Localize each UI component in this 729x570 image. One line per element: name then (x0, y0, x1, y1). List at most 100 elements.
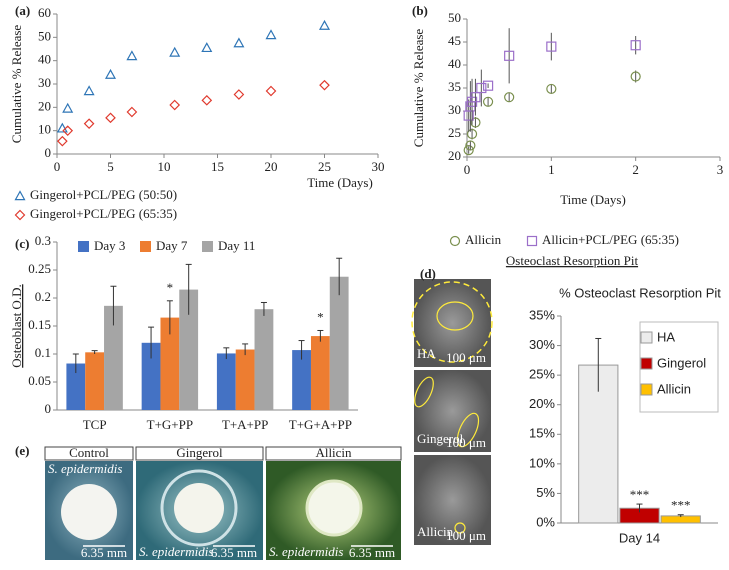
y-tick-label: 20 (448, 148, 461, 163)
marker (526, 235, 538, 247)
legend-label: HA (657, 329, 675, 344)
panel-label: (a) (15, 3, 30, 18)
marker (14, 209, 26, 221)
marker (319, 79, 330, 91)
image-label: Gingerol (417, 431, 464, 446)
x-tick-label: 0 (54, 159, 61, 174)
image-label: Allicin (417, 524, 454, 539)
bar (310, 336, 330, 410)
y-tick-label: 0.25 (28, 261, 51, 276)
legend-label: Gingerol (657, 355, 706, 370)
marker (126, 50, 138, 61)
legend-swatch (202, 241, 213, 252)
legend-box (639, 321, 719, 413)
x-tick-label: 30 (372, 159, 385, 174)
y-tick-label: 30% (529, 337, 555, 352)
marker (233, 37, 245, 48)
marker (318, 19, 331, 30)
x-tick-label: T+A+PP (222, 417, 268, 432)
marker (546, 83, 557, 95)
header: Osteoclast Resorption Pit (506, 253, 639, 268)
y-tick-label: 25% (529, 367, 555, 382)
organism-label: S. epidermidis (139, 544, 213, 559)
x-tick-label: 0 (464, 162, 471, 177)
marker (630, 40, 641, 51)
marker (201, 94, 213, 106)
marker (62, 125, 74, 137)
bar (160, 317, 180, 410)
scale-label: 6.35 mm (81, 545, 127, 560)
marker (56, 122, 68, 133)
marker (476, 82, 487, 94)
y-tick-label: 25 (448, 125, 461, 140)
highlight (411, 281, 493, 363)
marker (482, 96, 494, 107)
marker (465, 140, 476, 151)
y-axis-title: Osteoblast O.D. (9, 284, 24, 367)
bar (329, 276, 349, 410)
marker (504, 92, 515, 103)
marker (169, 99, 181, 111)
y-tick-label: 0.3 (35, 233, 51, 248)
data-label: *** (630, 487, 650, 502)
chart-title: % Osteoclast Resorption Pit (559, 285, 721, 300)
y-tick-label: 20% (529, 396, 555, 411)
y-tick-label: 0.05 (28, 373, 51, 388)
legend-swatch (78, 241, 89, 252)
y-tick-label: 10 (38, 122, 51, 137)
x-axis-title: Time (Days) (307, 175, 373, 190)
marker (482, 80, 494, 91)
marker (83, 85, 95, 96)
bar (85, 352, 105, 410)
sem-image (414, 455, 491, 545)
marker (14, 190, 26, 201)
marker (449, 235, 461, 247)
legend-label: Gingerol+PCL/PEG (50:50) (30, 187, 177, 202)
disk (305, 479, 363, 537)
marker (504, 50, 515, 61)
y-tick-label: 30 (448, 102, 461, 117)
data-label: * (167, 280, 174, 295)
y-tick-label: 10% (529, 455, 555, 470)
bar (216, 353, 236, 410)
y-tick-label: 0 (45, 145, 52, 160)
x-axis-title: Time (Days) (560, 192, 626, 207)
marker (201, 42, 213, 53)
scale-label: 100 μm (446, 435, 486, 450)
legend-label: Day 11 (218, 238, 255, 253)
y-tick-label: 5% (536, 485, 555, 500)
scale-label: 6.35 mm (211, 545, 257, 560)
highlight (456, 412, 480, 448)
y-tick-label: 50 (448, 10, 461, 25)
marker (265, 29, 277, 40)
x-tick-label: 3 (717, 162, 724, 177)
bar (66, 363, 86, 410)
legend-label: Allicin+PCL/PEG (65:35) (542, 232, 679, 247)
x-tick-label: TCP (83, 417, 107, 432)
legend-label: Allicin (465, 232, 502, 247)
y-tick-label: 60 (38, 5, 51, 20)
marker (470, 92, 481, 103)
x-tick-label: 10 (158, 159, 171, 174)
x-tick-label: T+G+PP (147, 417, 193, 432)
scale-label: 100 μm (446, 528, 486, 543)
image-header-box (44, 446, 134, 461)
legend-swatch (640, 357, 653, 370)
marker (62, 102, 74, 113)
x-tick-label: Day 14 (619, 530, 660, 545)
sem-image (414, 370, 491, 452)
y-tick-label: 50 (38, 28, 51, 43)
zone (160, 469, 238, 547)
marker (470, 117, 481, 128)
data-label: *** (671, 498, 691, 513)
image-header: Allicin (315, 445, 352, 460)
x-tick-label: 5 (107, 159, 114, 174)
y-tick-label: 0.2 (35, 289, 51, 304)
disk (61, 484, 117, 540)
panel-label: (d) (420, 266, 436, 281)
bar (292, 350, 311, 410)
highlight (436, 301, 474, 331)
disk (174, 483, 224, 533)
x-tick-label: 20 (265, 159, 278, 174)
